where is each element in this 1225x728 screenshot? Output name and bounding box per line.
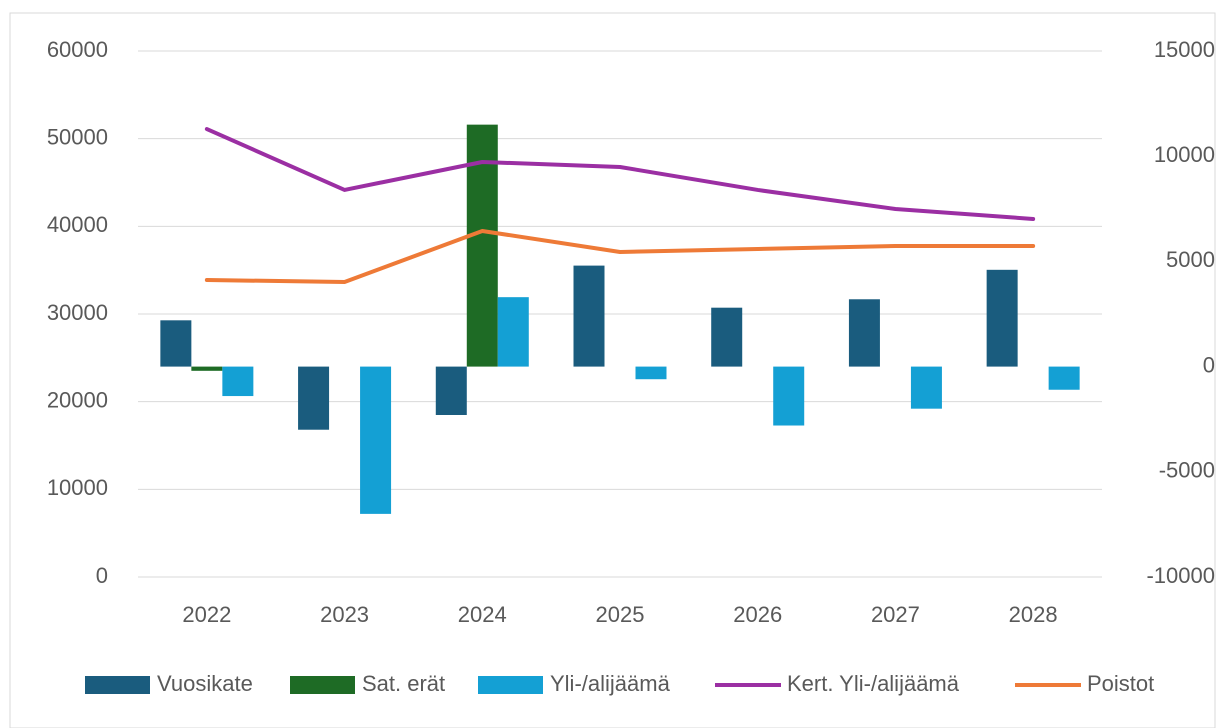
y-tick-label: 20000 [47, 387, 108, 412]
y2-tick-label: 15000 [1154, 37, 1215, 62]
legend-label: Yli-/alijäämä [550, 671, 671, 696]
y-tick-label: 30000 [47, 300, 108, 325]
bar [986, 269, 1018, 367]
bar [635, 366, 667, 380]
legend-swatch [85, 676, 150, 694]
x-tick-label: 2022 [182, 602, 231, 627]
x-tick-label: 2025 [596, 602, 645, 627]
legend-label: Vuosikate [157, 671, 253, 696]
x-tick-label: 2024 [458, 602, 507, 627]
bar [222, 366, 254, 397]
bar [191, 366, 223, 371]
y-tick-label: 0 [96, 563, 108, 588]
bar [298, 366, 330, 430]
bar [435, 366, 467, 415]
x-tick-label: 2028 [1009, 602, 1058, 627]
bar [711, 307, 743, 367]
y-tick-label: 10000 [47, 475, 108, 500]
x-tick-label: 2027 [871, 602, 920, 627]
legend-label: Kert. Yli-/alijäämä [787, 671, 960, 696]
bar [773, 366, 805, 426]
legend-swatch [290, 676, 355, 694]
y2-tick-label: -5000 [1159, 458, 1215, 483]
bar [910, 366, 942, 409]
x-tick-label: 2026 [733, 602, 782, 627]
bar [573, 265, 605, 367]
line [204, 127, 1036, 221]
legend-label: Sat. erät [362, 671, 445, 696]
bar [497, 297, 529, 367]
x-tick-label: 2023 [320, 602, 369, 627]
y-tick-label: 60000 [47, 37, 108, 62]
y2-tick-label: 5000 [1166, 247, 1215, 272]
bar [848, 299, 880, 367]
y2-tick-label: -10000 [1146, 563, 1215, 588]
legend-swatch [478, 676, 543, 694]
y2-tick-label: 0 [1203, 352, 1215, 377]
bar [360, 366, 392, 514]
bar [160, 320, 192, 367]
bar [1048, 366, 1080, 390]
y-tick-label: 40000 [47, 212, 108, 237]
y-tick-label: 50000 [47, 124, 108, 149]
y2-tick-label: 10000 [1154, 142, 1215, 167]
legend-label: Poistot [1087, 671, 1154, 696]
line [204, 228, 1036, 285]
